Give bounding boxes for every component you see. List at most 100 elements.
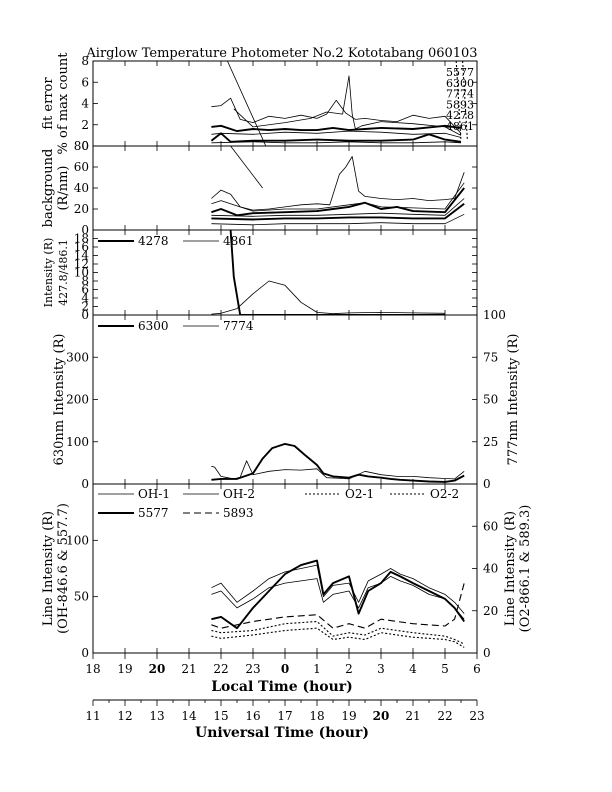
series-line-4861: [211, 280, 446, 315]
axis-tick-label: 1: [313, 662, 321, 676]
series-line: [211, 203, 465, 221]
series-label: 6300: [446, 77, 474, 90]
y-tick-label: 100: [66, 435, 89, 449]
y-axis-label: Intensity (R): [42, 238, 55, 308]
y-tick-label: 6: [81, 283, 89, 297]
panel-frame: [92, 145, 478, 231]
axis-tick-label: 6: [473, 662, 481, 676]
y-right-tick-label: 25: [483, 435, 498, 449]
axis-tick-label: 0: [281, 662, 289, 676]
series-label: 4861: [446, 120, 474, 133]
axis-tick-label: 13: [149, 709, 164, 723]
series-line-5577: [211, 97, 462, 134]
axis-tick-label: 18: [85, 662, 100, 676]
y-axis-label: 427.8/486.1: [57, 239, 70, 306]
y-right-tick-label: 0: [483, 646, 491, 660]
axis-tick-label: 18: [309, 709, 324, 723]
series-line: [211, 213, 465, 226]
axis-tick-label: 16: [245, 709, 260, 723]
axis-tick-label: 15: [213, 709, 228, 723]
legend-label: 5893: [223, 506, 254, 520]
y-axis-label: (OH-846.6 & 557.7): [56, 503, 71, 634]
y-tick-label: 10: [74, 266, 89, 280]
axis-tick-label: 14: [181, 709, 197, 723]
y-tick-label: 0: [81, 139, 89, 153]
series-line-O2-1: [211, 627, 465, 648]
series-line: [462, 61, 468, 141]
y-right-axis-label: 777nm Intensity (R): [506, 334, 521, 466]
y-tick-label: 2: [81, 300, 89, 314]
universal-time-axis: 11 12 13 14 15 16 17 18 19 20 21 22 23: [85, 699, 485, 723]
y-tick-label: 18: [74, 232, 89, 246]
axis-tick-label: 11: [85, 709, 100, 723]
series-line: [211, 156, 465, 211]
local-time-axis-label: Local Time (hour): [211, 679, 353, 695]
series-group: [211, 230, 446, 315]
legend-label: 4278: [138, 234, 169, 248]
y-right-tick-label: 75: [483, 350, 498, 364]
y-tick-label: 0: [81, 308, 89, 322]
y-tick-label: 100: [66, 533, 89, 547]
y-right-tick-label: 100: [483, 308, 506, 322]
series-line: [230, 146, 263, 189]
legend-label: OH-1: [138, 487, 170, 501]
axis-tick-label: 19: [117, 662, 132, 676]
axis-tick-label: 22: [437, 709, 452, 723]
legend-label: 4861: [223, 234, 254, 248]
panel-frame: [92, 314, 478, 485]
y-tick-label: 300: [66, 350, 89, 364]
y-tick-label: 20: [74, 202, 89, 216]
y-tick-label: 14: [74, 249, 90, 263]
y-tick-label: 80: [74, 139, 89, 153]
y-tick-label: 8: [81, 274, 89, 288]
legend: 6300 7774: [98, 319, 254, 333]
panel-background: 0 20 40 60 80 background (R/nm): [41, 139, 478, 237]
y-tick-label: 4: [81, 97, 89, 111]
axis-tick-label: 21: [181, 662, 196, 676]
chart-title: Airglow Temperature Photometer No.2 Koto…: [85, 46, 477, 61]
series-line-4278: [229, 230, 445, 315]
y-right-axis-label: Line Intensity (R): [503, 511, 518, 626]
y-right-tick-label: 60: [483, 519, 498, 533]
axis-tick-label: 5: [441, 662, 449, 676]
series-line-4278: [210, 132, 462, 143]
series-line: [211, 187, 465, 217]
axis-tick-label: 23: [469, 709, 484, 723]
y-tick-label: 4: [81, 291, 89, 305]
panel-fit_error: 0 2 4 6 8 fit error% of max count 557763007774…: [41, 52, 478, 155]
series-group: [210, 61, 468, 146]
y-axis-label: background: [41, 149, 56, 228]
series-label: 7774: [446, 88, 474, 101]
y-tick-label: 6: [81, 75, 89, 89]
series-line: [211, 198, 465, 217]
series-label: 4278: [446, 109, 474, 122]
y-tick-label: 50: [74, 590, 89, 604]
legend-label: 6300: [138, 319, 169, 333]
y-axis-label: Line Intensity (R): [41, 511, 56, 626]
y-tick-label: 200: [66, 393, 89, 407]
legend-label: O2-1: [345, 487, 374, 501]
series-label: 5577: [446, 66, 474, 79]
y-right-axis-label: (O2-866.1 & 589.3): [518, 505, 533, 633]
y-axis-label: fit error: [41, 77, 56, 130]
panel-frame: [92, 60, 478, 147]
series-line-OH-2: [211, 564, 465, 614]
y-tick-label: 0: [81, 477, 89, 491]
axis-tick-label: 2: [345, 662, 353, 676]
legend-label: 5577: [138, 506, 169, 520]
axis-tick-label: 17: [277, 709, 292, 723]
x-axes: 18 19 20 21 22 23 0 1 2 3 4 5 611 12 13 14 15 16 17 18 19 20 2…: [85, 652, 485, 723]
series-line: [227, 61, 267, 146]
y-axis-label: % of max count: [56, 52, 71, 155]
y-tick-label: 8: [81, 54, 89, 68]
axis-tick-label: 12: [117, 709, 132, 723]
y-right-tick-label: 0: [483, 477, 491, 491]
legend: 4278 4861: [98, 234, 254, 248]
axis-tick-label: 21: [405, 709, 420, 723]
axis-tick-label: 23: [245, 662, 260, 676]
series-group: [211, 442, 465, 483]
